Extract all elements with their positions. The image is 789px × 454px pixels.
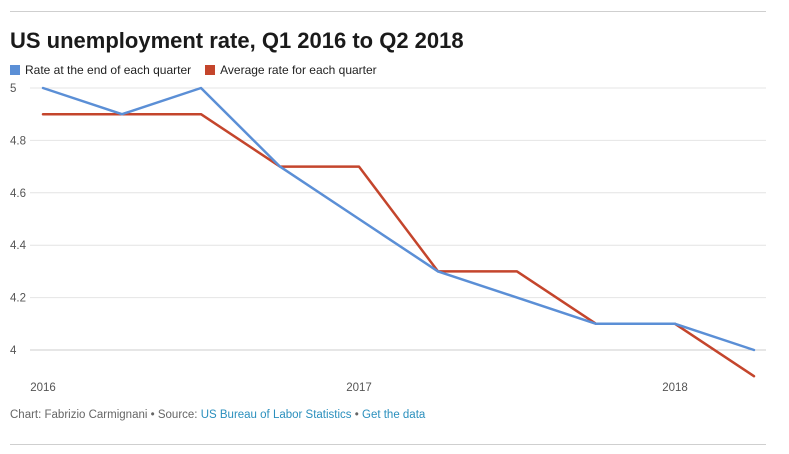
legend-swatch-average-rate (205, 65, 216, 75)
top-rule (10, 11, 766, 12)
legend-swatch-end-rate (10, 65, 20, 75)
legend-item-average-rate: Average rate for each quarter (205, 63, 377, 77)
y-tick-label: 4.6 (10, 188, 26, 200)
x-tick-label-2017: 2017 (346, 382, 372, 394)
chart-footer: Chart: Fabrizio Carmignani • Source: US … (10, 409, 425, 421)
get-the-data-link[interactable]: Get the data (362, 409, 426, 421)
bottom-rule (10, 444, 766, 445)
footer-credit: Chart: Fabrizio Carmignani (10, 409, 148, 421)
x-tick-label-2018: 2018 (662, 382, 688, 394)
footer-separator-2: • (354, 409, 359, 421)
footer-source-label: Source: (157, 409, 198, 421)
y-tick-label: 4.4 (10, 240, 27, 252)
footer-separator: • (150, 409, 155, 421)
line-chart: 4 4.2 4.4 4.6 4.8 5 2016 2017 2018 (10, 83, 766, 394)
chart-title: US unemployment rate, Q1 2016 to Q2 2018 (10, 28, 464, 53)
series-line-end-rate (41, 86, 756, 352)
y-tick-label: 4 (10, 345, 17, 357)
source-link[interactable]: US Bureau of Labor Statistics (200, 409, 352, 421)
chart-legend: Rate at the end of each quarter Average … (10, 63, 377, 77)
y-tick-label: 4.2 (10, 293, 26, 305)
legend-label-average-rate: Average rate for each quarter (220, 63, 377, 77)
legend-label-end-rate: Rate at the end of each quarter (25, 63, 192, 77)
legend-item-end-rate: Rate at the end of each quarter (10, 63, 191, 77)
y-tick-label: 5 (10, 83, 16, 95)
y-tick-label: 4.8 (10, 135, 26, 147)
x-tick-label-2016: 2016 (30, 382, 56, 394)
